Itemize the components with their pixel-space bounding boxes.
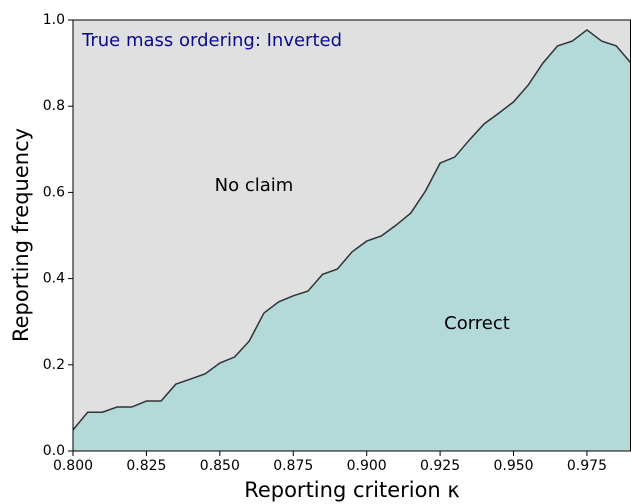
y-axis-title: Reporting frequency: [9, 128, 33, 342]
y-tick-label: 0.2: [43, 357, 65, 373]
y-tick-label: 0.6: [43, 184, 65, 200]
x-tick-label: 0.950: [493, 458, 533, 474]
area-fill: [73, 29, 631, 452]
x-tick-label: 0.925: [420, 458, 460, 474]
x-tick-label: 0.850: [200, 458, 240, 474]
x-tick-label: 0.800: [53, 458, 93, 474]
y-tick-label: 0.4: [43, 271, 65, 287]
annotation: Correct: [444, 313, 510, 334]
x-tick-label: 0.900: [347, 458, 387, 474]
y-tick-label: 0.8: [43, 98, 65, 114]
annotation: True mass ordering: Inverted: [81, 30, 342, 51]
x-tick-label: 0.825: [126, 458, 166, 474]
annotation: No claim: [215, 175, 294, 196]
x-axis-title: Reporting criterion κ: [244, 478, 460, 502]
x-tick-label: 0.975: [567, 458, 607, 474]
y-tick-label: 0.0: [43, 443, 65, 459]
x-tick-label: 0.875: [273, 458, 313, 474]
y-tick-label: 1.0: [43, 12, 65, 28]
area-line: [72, 28, 631, 431]
